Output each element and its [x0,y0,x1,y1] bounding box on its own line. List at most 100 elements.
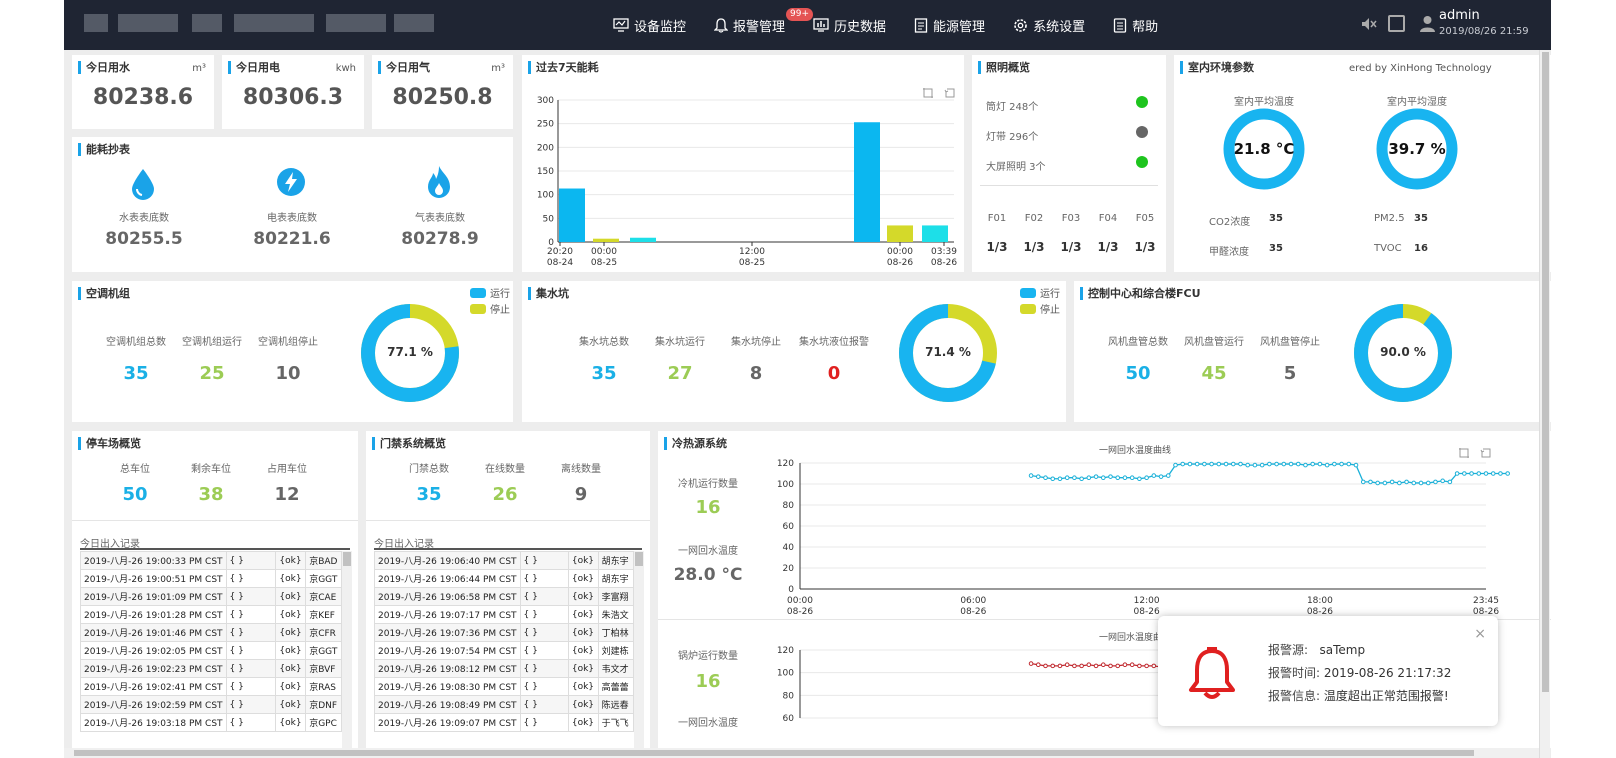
stat-value: 50 [122,484,148,505]
data-point [1389,479,1395,485]
table-cell: 2019-八月-26 19:08:12 PM CST [374,659,521,678]
x-tick-label: 12:00 [739,247,765,257]
meter-label: 电表表底数 [267,213,317,224]
table-row[interactable]: 2019-八月-26 19:02:05 PM CST{ } {ok} 京GGT [80,641,342,660]
stat-label: 集水坑运行 [655,337,705,348]
nav-help[interactable]: 帮助 [1099,0,1172,50]
stat-value: 45 [1201,363,1227,384]
data-point [1187,461,1193,467]
card-value: 80306.3 [242,85,344,110]
donut-running-arc [899,304,997,402]
donut-percent: 77.1 % [387,345,433,359]
table-row[interactable]: 2019-八月-26 19:02:23 PM CST{ } {ok} 京BVF [80,659,342,678]
y-tick-label: 60 [783,714,795,724]
meter-value: 80255.5 [105,229,183,249]
table-cell: {ok} [275,641,307,660]
nav-alarm-manage[interactable]: 报警管理 99+ [700,0,814,50]
nav-system-settings[interactable]: 系统设置 [999,0,1099,50]
x-tick-label: 08-26 [1134,607,1160,617]
table-cell: { } [519,623,569,642]
table-row[interactable]: 2019-八月-26 19:01:28 PM CST{ } {ok} 京KEF [80,605,342,624]
table-scrollbar[interactable] [342,551,352,748]
floor-label: F04 [1098,213,1118,224]
table-cell: { } [519,551,569,570]
x-tick-label: 08-26 [787,607,813,617]
data-point [1281,461,1287,467]
parking-overview-panel: 停车场概览 总车位 剩余车位 占用车位 50 38 12 今日出入记录 2019… [72,431,358,748]
env-param-value: 16 [1414,243,1428,254]
table-row[interactable]: 2019-八月-26 19:01:46 PM CST{ } {ok} 京CFR [80,623,342,642]
table-cell: {ok} [567,587,599,606]
table-row[interactable]: 2019-八月-26 19:09:07 PM CST{ } {ok} 于飞飞 [374,713,635,732]
data-point [1238,461,1243,467]
card-title: 今日用电 [228,61,280,74]
table-cell: { } [225,605,277,624]
table-row[interactable]: 2019-八月-26 19:07:36 PM CST{ } {ok} 丁柏林 [374,623,635,642]
close-icon[interactable]: × [1474,626,1486,642]
data-point [1035,474,1041,479]
data-point [1129,475,1135,481]
legend-item[interactable]: 运行 [470,285,510,300]
table-row[interactable]: 2019-八月-26 19:07:17 PM CST{ } {ok} 朱浩文 [374,605,635,624]
fullscreen-icon[interactable] [1388,15,1405,32]
user-icon[interactable] [1419,15,1436,32]
stat-value: 8 [749,363,763,384]
vertical-scrollbar[interactable] [1539,50,1550,758]
table-row[interactable]: 2019-八月-26 19:08:49 PM CST{ } {ok} 陈远春 [374,695,635,714]
table-row[interactable]: 2019-八月-26 19:01:09 PM CST{ } {ok} 京CAE [80,587,342,606]
nav-history-data[interactable]: 历史数据 [799,0,900,50]
data-point [1252,462,1258,468]
user-name[interactable]: admin [1439,8,1480,23]
restore-icon[interactable] [1480,447,1492,459]
table-cell: 京BAD [305,551,342,570]
indoor-environment-panel: 室内环境参数 ered by XinHong Technology 室内平均温度… [1174,55,1551,272]
table-cell: 2019-八月-26 19:06:40 PM CST [374,551,521,570]
nav-energy-manage[interactable]: 能源管理 [900,0,999,50]
data-point [1476,471,1482,476]
document-icon [914,17,928,33]
restore-icon[interactable] [944,87,956,99]
boiler-count: 16 [695,671,721,692]
data-point [1317,461,1323,467]
legend-item[interactable]: 停止 [470,301,510,316]
sump-running-donut [899,304,997,402]
zoom-icon[interactable] [922,87,934,99]
table-cell: {ok} [567,569,599,588]
floor-ratio: 1/3 [1023,240,1045,254]
table-row[interactable]: 2019-八月-26 19:02:59 PM CST{ } {ok} 京DNF [80,695,342,714]
table-row[interactable]: 2019-八月-26 19:08:30 PM CST{ } {ok} 高蕾蕾 [374,677,635,696]
table-row[interactable]: 2019-八月-26 19:06:40 PM CST{ } {ok} 胡东宇 [374,551,635,570]
data-point [1086,662,1092,668]
temperature-gauge [1223,108,1305,190]
legend-item[interactable]: 运行 [1020,285,1060,300]
data-point [1093,663,1099,669]
x-tick-label: 00:00 [787,596,813,606]
table-row[interactable]: 2019-八月-26 19:06:58 PM CST{ } {ok} 李富翔 [374,587,635,606]
data-point [1397,480,1402,486]
access-control-panel: 门禁系统概览 门禁总数 在线数量 离线数量 35 26 9 今日出入记录 201… [366,431,650,748]
nav-device-monitor[interactable]: 设备监控 [599,0,700,50]
table-row[interactable]: 2019-八月-26 19:00:33 PM CST{ } {ok} 京BAD [80,551,342,570]
table-cell: 2019-八月-26 19:01:09 PM CST [80,587,227,606]
table-scrollbar[interactable] [634,551,644,748]
env-param-label: 甲醛浓度 [1209,247,1249,258]
table-cell: 2019-八月-26 19:03:18 PM CST [80,713,227,732]
legend-item[interactable]: 停止 [1020,301,1060,316]
data-point [1100,662,1106,668]
x-tick-label: 08-25 [739,258,765,268]
x-tick-label: 08-26 [960,607,986,617]
x-tick-label: 20:20 [547,247,573,257]
stat-value: 27 [667,363,693,384]
floor-ratio: 1/3 [986,240,1008,254]
table-cell: { } [519,713,569,732]
table-row[interactable]: 2019-八月-26 19:06:44 PM CST{ } {ok} 胡东宇 [374,569,635,588]
y-tick-label: 40 [783,543,795,553]
table-row[interactable]: 2019-八月-26 19:07:54 PM CST{ } {ok} 刘建栋 [374,641,635,660]
table-row[interactable]: 2019-八月-26 19:02:41 PM CST{ } {ok} 京RAS [80,677,342,696]
table-row[interactable]: 2019-八月-26 19:00:51 PM CST{ } {ok} 京GGT [80,569,342,588]
horizontal-scrollbar[interactable] [64,748,1539,758]
zoom-icon[interactable] [1458,447,1470,459]
mute-icon[interactable] [1361,17,1377,31]
table-row[interactable]: 2019-八月-26 19:03:18 PM CST{ } {ok} 京GPC [80,713,342,732]
table-row[interactable]: 2019-八月-26 19:08:12 PM CST{ } {ok} 韦文才 [374,659,635,678]
